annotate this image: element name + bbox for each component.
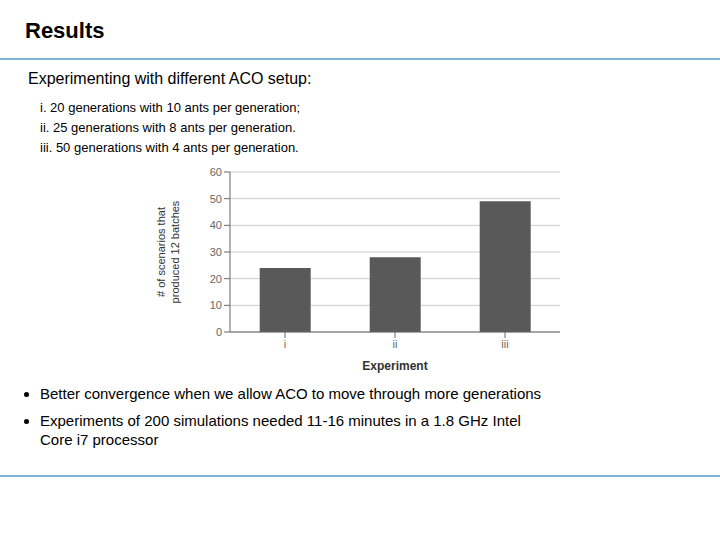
svg-text:# of scenarios thatproduced 12: # of scenarios thatproduced 12 batches [155, 200, 180, 303]
svg-text:iii: iii [501, 338, 508, 350]
svg-text:50: 50 [210, 193, 222, 205]
svg-text:Experiment: Experiment [362, 359, 427, 373]
svg-text:i: i [284, 338, 286, 350]
html-text:Experiments of 200 simulations: Experiments of 200 simulations needed 11… [40, 412, 521, 448]
html-text:iii. 50 generations with 4 ant: iii. 50 generations with 4 ants per gene… [40, 140, 299, 155]
svg-text:0: 0 [216, 326, 222, 338]
html-text:i. 20 generations with 10 ants: i. 20 generations with 10 ants per gener… [40, 100, 301, 115]
html-text:Results: Results [25, 18, 105, 43]
svg-text:20: 20 [210, 273, 222, 285]
html-text:Experimenting with different A: Experimenting with different ACO setup: [28, 70, 312, 87]
html-text:Better convergence when we all: Better convergence when we allow ACO to … [40, 385, 542, 402]
svg-text:10: 10 [210, 299, 222, 311]
html-text:ii. 25 generations with 8 ants: ii. 25 generations with 8 ants per gener… [40, 120, 296, 135]
svg-text:30: 30 [210, 246, 222, 258]
svg-text:60: 60 [210, 166, 222, 178]
svg-text:40: 40 [210, 219, 222, 231]
svg-text:ii: ii [393, 338, 398, 350]
